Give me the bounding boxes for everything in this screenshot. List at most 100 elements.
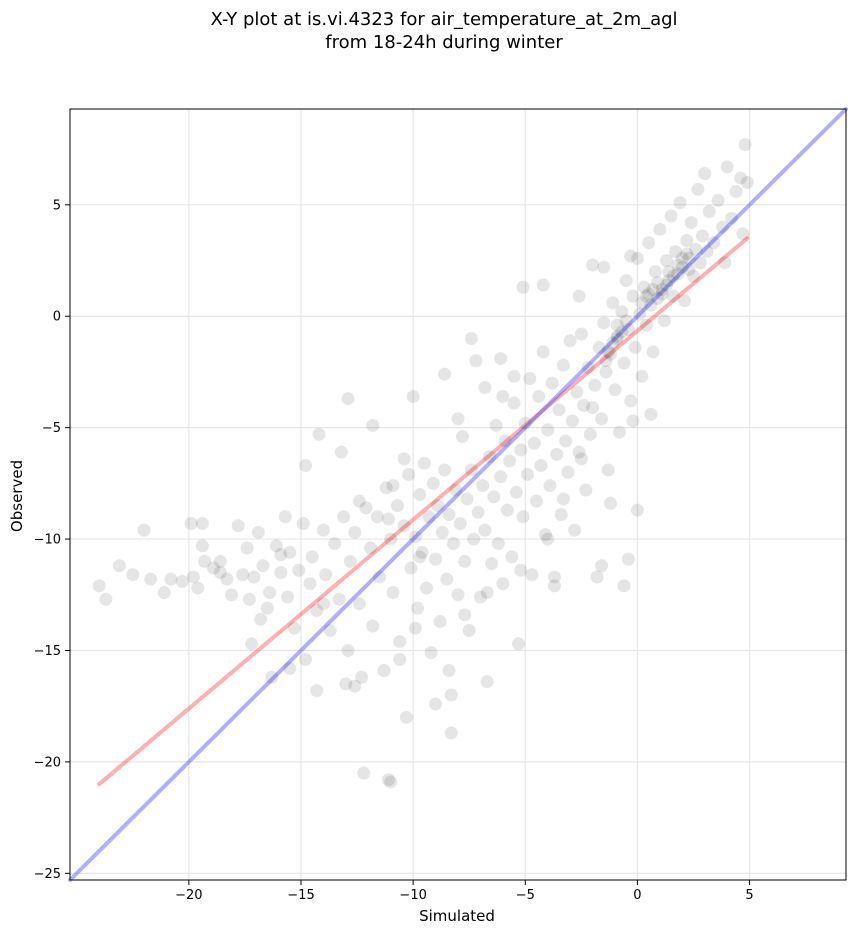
data-point bbox=[734, 171, 748, 185]
y-tick-label: −5 bbox=[42, 421, 61, 436]
data-point bbox=[397, 519, 411, 533]
data-point bbox=[359, 501, 373, 515]
data-point bbox=[348, 679, 362, 693]
data-point bbox=[408, 621, 422, 635]
data-point bbox=[595, 559, 609, 573]
data-point bbox=[449, 483, 463, 497]
data-point bbox=[283, 661, 297, 675]
data-point bbox=[521, 467, 535, 481]
data-point bbox=[316, 523, 330, 537]
data-point bbox=[646, 282, 660, 296]
data-point bbox=[538, 528, 552, 542]
chart-title: X-Y plot at is.vi.4323 for air_temperatu… bbox=[210, 9, 677, 30]
data-point bbox=[644, 407, 658, 421]
data-point bbox=[610, 329, 624, 343]
x-tick-label: −10 bbox=[399, 888, 426, 903]
data-point bbox=[554, 508, 568, 522]
data-point bbox=[635, 296, 649, 310]
data-point bbox=[630, 503, 644, 517]
data-point bbox=[195, 539, 209, 553]
data-point bbox=[498, 434, 512, 448]
data-point bbox=[624, 394, 638, 408]
data-point bbox=[269, 539, 283, 553]
data-point bbox=[541, 532, 555, 546]
data-point bbox=[464, 332, 478, 346]
data-point bbox=[422, 510, 436, 524]
data-point bbox=[444, 726, 458, 740]
data-point bbox=[583, 427, 597, 441]
data-point bbox=[581, 360, 595, 374]
grid bbox=[70, 109, 846, 880]
data-point bbox=[334, 445, 348, 459]
data-point bbox=[112, 559, 126, 573]
data-point bbox=[352, 597, 366, 611]
data-point bbox=[572, 445, 586, 459]
data-point bbox=[711, 193, 725, 207]
data-point bbox=[458, 554, 472, 568]
data-point bbox=[352, 494, 366, 508]
data-point bbox=[393, 635, 407, 649]
data-point bbox=[433, 615, 447, 629]
data-point bbox=[639, 289, 653, 303]
data-point bbox=[265, 670, 279, 684]
data-point bbox=[633, 307, 647, 321]
data-point bbox=[198, 554, 212, 568]
data-point bbox=[644, 298, 658, 312]
data-point bbox=[662, 274, 676, 288]
data-point bbox=[413, 550, 427, 564]
data-point bbox=[341, 392, 355, 406]
data-point bbox=[254, 612, 268, 626]
data-point bbox=[577, 398, 591, 412]
data-point bbox=[339, 677, 353, 691]
data-point bbox=[263, 586, 277, 600]
data-point bbox=[343, 554, 357, 568]
data-point bbox=[386, 586, 400, 600]
data-point bbox=[298, 459, 312, 473]
data-point bbox=[298, 652, 312, 666]
data-point bbox=[653, 222, 667, 236]
data-point bbox=[516, 280, 530, 294]
data-point bbox=[451, 412, 465, 426]
data-point bbox=[621, 552, 635, 566]
data-point bbox=[617, 579, 631, 593]
data-point bbox=[370, 510, 384, 524]
data-point bbox=[604, 347, 618, 361]
data-point bbox=[476, 479, 490, 493]
data-point bbox=[404, 561, 418, 575]
data-point bbox=[137, 523, 151, 537]
x-tick-label: 5 bbox=[745, 888, 753, 903]
data-point bbox=[507, 396, 521, 410]
data-point bbox=[574, 452, 588, 466]
data-point bbox=[680, 233, 694, 247]
data-point bbox=[586, 258, 600, 272]
data-point bbox=[547, 579, 561, 593]
data-point bbox=[366, 418, 380, 432]
data-point bbox=[725, 211, 739, 225]
data-point bbox=[646, 345, 660, 359]
data-point bbox=[240, 541, 254, 555]
data-point bbox=[592, 340, 606, 354]
data-point bbox=[523, 372, 537, 386]
data-point bbox=[195, 516, 209, 530]
data-point bbox=[384, 775, 398, 789]
data-point bbox=[666, 289, 680, 303]
data-point bbox=[606, 336, 620, 350]
data-point bbox=[615, 325, 629, 339]
data-point bbox=[624, 249, 638, 263]
data-point bbox=[415, 545, 429, 559]
data-point bbox=[536, 345, 550, 359]
data-point bbox=[680, 247, 694, 261]
data-point bbox=[496, 389, 510, 403]
data-point bbox=[664, 209, 678, 223]
y-tick-label: 0 bbox=[53, 310, 61, 325]
data-point bbox=[651, 276, 665, 290]
data-point bbox=[642, 287, 656, 301]
data-point bbox=[514, 563, 528, 577]
data-point bbox=[559, 434, 573, 448]
data-point bbox=[99, 592, 113, 606]
data-point bbox=[601, 463, 615, 477]
data-point bbox=[303, 577, 317, 591]
data-point bbox=[655, 282, 669, 296]
data-point bbox=[686, 269, 700, 283]
data-point bbox=[657, 314, 671, 328]
